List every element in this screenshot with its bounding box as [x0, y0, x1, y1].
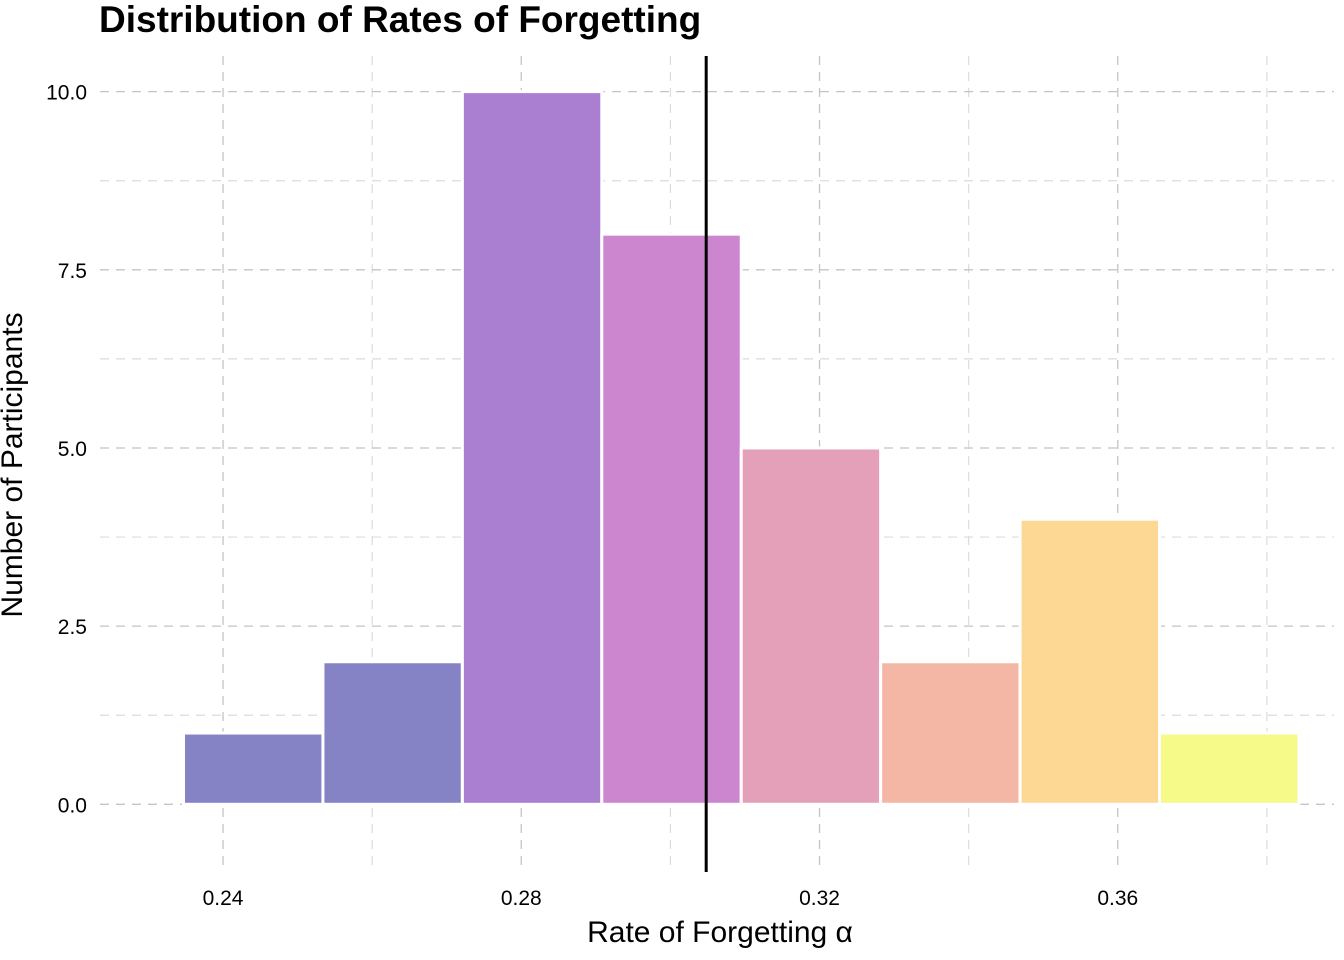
histogram-bar — [321, 660, 464, 806]
y-tick-label: 7.5 — [58, 260, 87, 283]
y-tick-label: 10.0 — [46, 82, 87, 105]
histogram-bar — [460, 90, 604, 806]
histogram-bar — [1018, 517, 1162, 806]
histogram-bar — [600, 232, 743, 806]
x-tick-label: 0.28 — [501, 887, 542, 910]
x-tick-label: 0.32 — [799, 887, 840, 910]
y-tick-label: 2.5 — [58, 616, 87, 639]
y-axis-title: Number of Participants — [0, 312, 29, 617]
histogram-bar — [1158, 731, 1301, 806]
bar-layer — [182, 90, 1301, 806]
histogram-bar — [879, 660, 1022, 806]
histogram-bar — [739, 446, 883, 806]
x-axis-title: Rate of Forgetting α — [587, 916, 853, 949]
histogram-bar — [182, 731, 325, 806]
tick-label-layer: 0.24 0.28 0.32 0.36 0.0 2.5 5.0 7.5 10.0 — [46, 82, 1138, 910]
chart-title: Distribution of Rates of Forgetting — [99, 0, 701, 40]
x-tick-label: 0.24 — [203, 887, 244, 910]
y-tick-label: 0.0 — [58, 794, 87, 817]
x-tick-label: 0.36 — [1097, 887, 1138, 910]
y-tick-label: 5.0 — [58, 438, 87, 461]
